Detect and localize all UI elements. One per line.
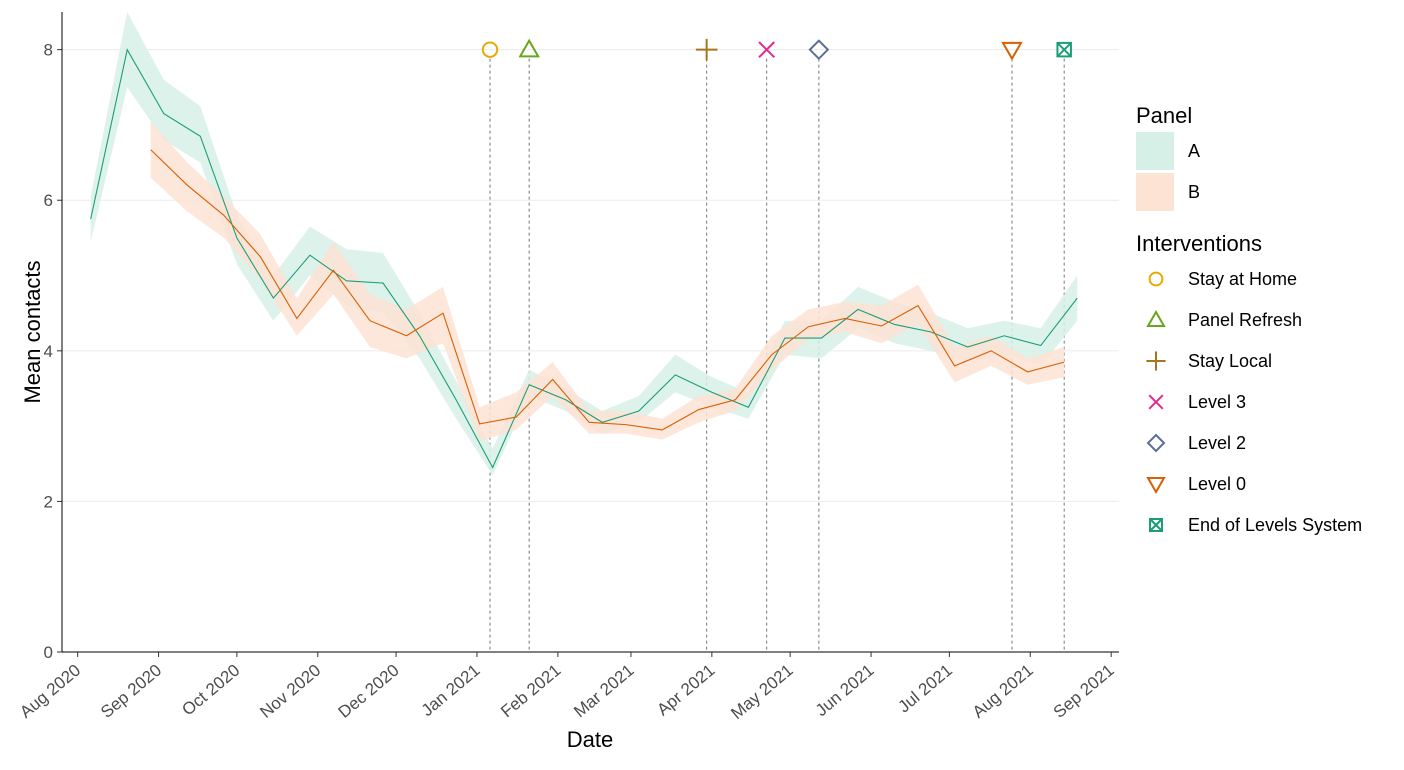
triangle-down-marker [1001,41,1023,61]
box-x-marker [1149,518,1163,532]
legend-item-intervention: Panel Refresh [1136,301,1404,342]
x-tick-label: Apr 2021 [653,661,718,720]
series-lines [90,48,1078,469]
legend-label: A [1188,141,1201,161]
legend-key-box-x [1149,518,1163,532]
triangle-shape [1146,309,1166,327]
legend-item-intervention: Level 0 [1136,465,1404,506]
legend-key-circle [1148,271,1164,287]
x-tick-labels: Aug 2020 Sep 2020 Oct 2020 Nov 2020 Dec 2020… [16,661,1117,724]
x-tick-label: Jun 2021 [812,661,878,721]
x-tick-label: Sep 2021 [1050,661,1118,722]
legend-key-cross [1148,394,1164,410]
series-line-b [150,149,1065,431]
y-axis-title: Mean contacts [20,260,45,403]
legend-label: Level 2 [1188,433,1247,453]
intervention-markers [481,38,1072,61]
legend-label: Level 3 [1188,392,1247,412]
box-shape [1056,41,1072,58]
triangle-marker [518,38,540,58]
circle-shape [1148,271,1164,287]
y-tick-label: 8 [44,41,53,60]
legend-item-intervention: Stay Local [1136,342,1404,383]
triangle-shape [518,38,540,58]
circle-marker [481,41,499,58]
legend-label: B [1188,182,1201,202]
diamond-shape [808,39,830,61]
legend-swatch [1136,173,1174,211]
legend-key-diamond [1146,433,1166,453]
x-tick-label: Aug 2020 [16,661,84,722]
legend-title-interventions: Interventions [1136,231,1262,256]
legend-label: End of Levels System [1188,515,1363,535]
x-tick-label: Nov 2020 [256,661,324,722]
box-x-b [1149,518,1163,532]
diamond-marker [808,39,830,61]
legend-item-intervention: Level 3 [1136,383,1404,424]
circle-shape [481,41,499,58]
cross-b [758,41,776,59]
legend-key-plus [1146,351,1166,371]
legend-item-intervention: Level 2 [1136,424,1404,465]
x-tick-label: Oct 2020 [178,661,243,720]
box-x-marker [1056,41,1072,58]
x-tick-label: Dec 2020 [335,661,403,722]
cross-marker [1148,394,1164,410]
box-shape [1149,518,1163,532]
y-tick-label: 6 [44,191,53,210]
legend-item-intervention: End of Levels System [1136,506,1404,547]
diamond-shape [1146,433,1166,453]
legend-item-intervention: Stay at Home [1136,260,1404,301]
x-tick-label: Jan 2021 [418,661,484,721]
band-b [150,121,1065,442]
y-tick-label: 4 [44,342,53,361]
x-axis-title: Date [567,727,613,752]
cross-b [1148,394,1164,410]
legend-swatch [1136,132,1174,170]
triangle-down-shape [1146,477,1166,495]
y-tick-label: 0 [44,643,53,662]
series-line-a [90,48,1078,469]
triangle-down-marker [1146,477,1166,495]
plus-marker [1146,351,1166,371]
legend-title-panel: Panel [1136,103,1193,128]
legend-key-triangle [1146,309,1166,327]
plus-marker [695,38,718,61]
legend-item-panel-b: B [1136,173,1404,214]
x-tick-label: Jul 2021 [894,661,955,717]
confidence-bands [90,12,1078,476]
legend-intervention-items: Stay at Home Panel Refresh Stay Local Level… [1136,260,1404,547]
legend-key-triangle-down [1146,477,1166,495]
legend-label: Panel Refresh [1188,310,1303,330]
box-x-b [1056,42,1072,58]
triangle-down-shape [1001,41,1023,61]
axes [57,12,1119,657]
triangle-marker [1146,309,1166,327]
x-tick-label: Aug 2021 [969,661,1037,722]
circle-marker [1148,271,1164,287]
x-tick-label: Feb 2021 [497,661,564,722]
legend-label: Level 0 [1188,474,1247,494]
legend-label: Stay Local [1188,351,1273,371]
x-tick-label: May 2021 [727,661,796,724]
x-tick-label: Mar 2021 [570,661,637,722]
legend-item-panel-a: A [1136,132,1404,173]
legend-label: Stay at Home [1188,269,1298,289]
cross-marker [758,41,776,59]
diamond-marker [1146,433,1166,453]
y-tick-label: 2 [44,492,53,511]
x-tick-label: Sep 2020 [97,661,165,722]
y-tick-labels: 0 2 4 6 8 [44,41,53,662]
